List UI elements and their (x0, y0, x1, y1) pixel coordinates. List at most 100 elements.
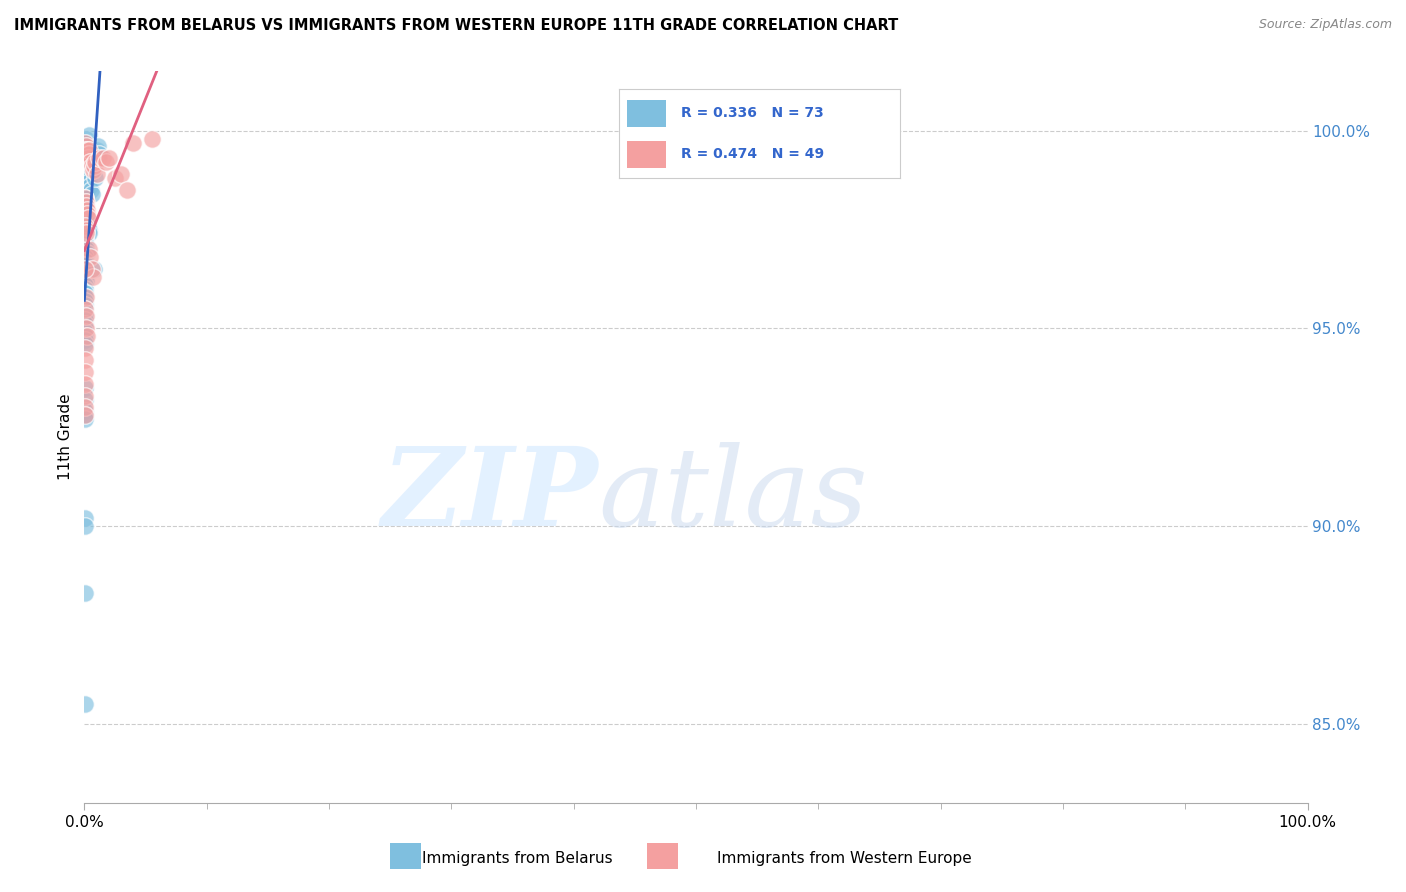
Point (73, 301, 96, 316)
Point (82, 186, 104, 201)
Point (73, 298, 96, 312)
Point (75, 321, 97, 335)
FancyBboxPatch shape (627, 100, 666, 127)
Point (87, 147, 110, 161)
Point (77, 144, 100, 158)
Point (115, 183, 138, 197)
Point (75, 262, 97, 277)
Point (73, 392, 96, 407)
Point (73, 318, 96, 332)
Point (73, 219, 96, 233)
Point (73, 285, 96, 300)
Point (86, 144, 108, 158)
Point (75, 207, 97, 221)
Point (75, 269, 97, 284)
Point (73, 412, 96, 426)
Point (73, 326, 96, 340)
Point (75, 199, 97, 213)
Point (76, 147, 98, 161)
Point (73, 262, 96, 277)
Point (77, 147, 100, 161)
Point (75, 194, 97, 209)
Point (83, 262, 105, 277)
Point (80, 262, 103, 277)
Point (77, 175, 100, 189)
Point (82, 163, 104, 178)
Point (75, 163, 97, 178)
Point (76, 136, 98, 150)
Point (122, 136, 145, 150)
Point (76, 246, 98, 260)
Point (73, 697, 96, 711)
Point (73, 341, 96, 355)
Text: R = 0.474   N = 49: R = 0.474 N = 49 (681, 147, 824, 161)
Point (77, 211, 100, 225)
Point (76, 202, 98, 217)
Text: IMMIGRANTS FROM BELARUS VS IMMIGRANTS FROM WESTERN EUROPE 11TH GRADE CORRELATION: IMMIGRANTS FROM BELARUS VS IMMIGRANTS FR… (14, 18, 898, 33)
Y-axis label: 11th Grade: 11th Grade (58, 393, 73, 481)
Point (83, 159, 105, 173)
Point (75, 194, 97, 209)
Point (75, 290, 97, 304)
Point (79, 250, 101, 264)
Point (75, 144, 97, 158)
Point (73, 409, 96, 423)
Point (75, 139, 97, 153)
Point (75, 222, 97, 236)
Point (75, 227, 97, 241)
Point (73, 310, 96, 324)
Point (75, 202, 97, 217)
Point (97, 152, 120, 166)
Point (73, 353, 96, 368)
Point (73, 230, 96, 244)
Point (73, 277, 96, 292)
Point (73, 290, 96, 304)
Point (83, 163, 105, 178)
Point (91, 152, 114, 166)
Point (75, 131, 97, 145)
FancyBboxPatch shape (627, 141, 666, 168)
Text: Source: ZipAtlas.com: Source: ZipAtlas.com (1258, 18, 1392, 31)
Text: Immigrants from Belarus: Immigrants from Belarus (422, 851, 613, 865)
Text: ZIP: ZIP (381, 442, 598, 549)
Point (76, 214, 98, 228)
Point (73, 404, 96, 418)
Point (75, 139, 97, 153)
Point (73, 519, 96, 533)
Point (75, 282, 97, 296)
Point (87, 139, 110, 153)
Point (73, 337, 96, 351)
Point (76, 171, 98, 186)
Point (76, 144, 98, 158)
Point (80, 159, 103, 173)
Point (75, 274, 97, 288)
Point (73, 266, 96, 280)
Point (73, 250, 96, 264)
Point (75, 310, 97, 324)
Point (76, 211, 98, 225)
Point (79, 155, 101, 169)
Point (73, 329, 96, 343)
Point (79, 179, 101, 194)
Point (75, 238, 97, 252)
Point (73, 136, 96, 150)
Point (73, 401, 96, 415)
Point (77, 219, 100, 233)
Point (75, 235, 97, 249)
Point (75, 199, 97, 213)
Point (82, 152, 104, 166)
Point (96, 155, 118, 169)
Point (77, 222, 100, 236)
Point (77, 152, 100, 166)
Point (87, 152, 110, 166)
Point (73, 365, 96, 379)
Point (75, 242, 97, 256)
Point (141, 131, 163, 145)
Point (82, 269, 104, 284)
Point (77, 242, 100, 256)
Point (73, 191, 96, 205)
Point (79, 159, 101, 173)
Text: R = 0.336   N = 73: R = 0.336 N = 73 (681, 106, 824, 120)
Point (75, 159, 97, 173)
Point (77, 227, 100, 241)
